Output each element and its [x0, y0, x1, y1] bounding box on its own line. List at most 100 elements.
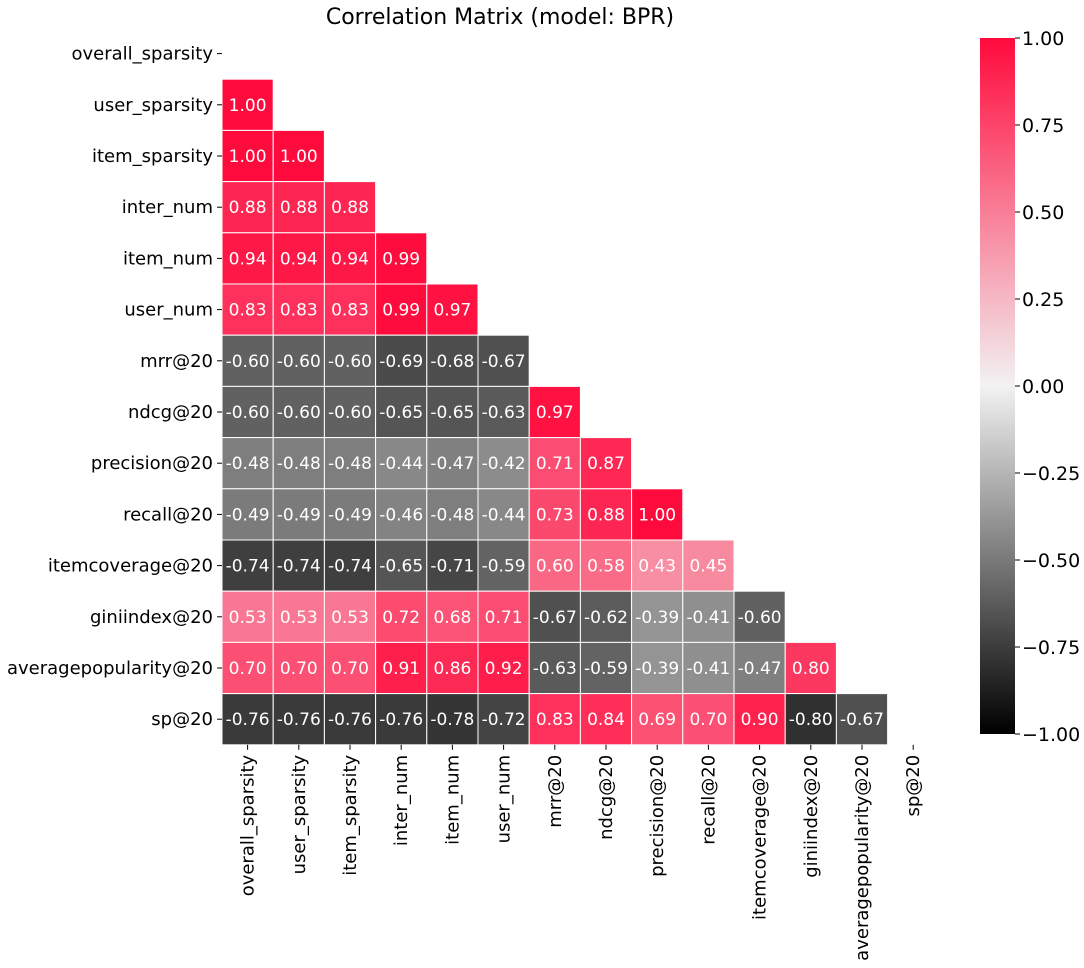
cell-value-label: 0.53 [229, 608, 267, 628]
heatmap-cell-averagepopularity-20-giniindex-20 [784, 641, 837, 695]
y-tick-label-ndcg-20: ndcg@20 [128, 402, 213, 423]
cell-value-label: 0.88 [331, 198, 369, 218]
x-axis-labels: overall_sparsity user_sparsity item_sparsi… [238, 744, 924, 961]
cell-value-label: 0.72 [382, 608, 420, 628]
cell-value-label: -0.68 [430, 352, 474, 372]
cell-value-label: -0.76 [328, 710, 372, 730]
cell-value-label: 1.00 [229, 147, 267, 167]
cell-value-label: 0.88 [280, 198, 318, 218]
heatmap-cell-averagepopularity-20-mrr-20 [528, 641, 581, 695]
cell-value-label: 0.70 [331, 659, 369, 679]
y-tick-label-user-sparsity: user_sparsity [93, 95, 213, 116]
x-tick-label-recall-20: recall@20 [698, 755, 719, 845]
heatmap-cell-averagepopularity-20-inter-num [375, 641, 428, 695]
cell-value-label: -0.48 [226, 454, 270, 474]
colorbar-tick-label: 0.75 [1022, 115, 1064, 137]
heatmap-cell-user-num-user-sparsity [272, 283, 325, 336]
heatmap-cell-averagepopularity-20-ndcg-20 [579, 641, 633, 695]
heatmap-cell-averagepopularity-20-user-num [477, 641, 530, 695]
cell-value-label: -0.41 [686, 608, 730, 628]
y-tick-label-overall-sparsity: overall_sparsity [72, 44, 214, 65]
cell-value-label: 0.80 [792, 659, 830, 679]
y-tick-label-averagepopularity-20: averagepopularity@20 [7, 658, 213, 679]
x-tick-label-precision-20: precision@20 [647, 755, 668, 877]
heatmap-cell-averagepopularity-20-recall-20 [682, 641, 735, 695]
cell-value-label: -0.44 [379, 454, 423, 474]
cell-value-label: -0.69 [379, 352, 423, 372]
cell-value-label: 1.00 [638, 505, 676, 525]
heatmap-cell-itemcoverage-20-item-sparsity [323, 539, 377, 592]
x-tick-label-itemcoverage-20: itemcoverage@20 [750, 755, 771, 920]
heatmap-cell-item-sparsity-overall-sparsity [221, 129, 274, 183]
x-tick-label-sp-20: sp@20 [903, 755, 924, 817]
x-tick-label-item-num: item_num [442, 755, 463, 845]
heatmap-cell-recall-20-item-sparsity [323, 488, 377, 541]
cell-value-label: -0.60 [277, 403, 321, 423]
y-tick-label-item-num: item_num [123, 248, 213, 269]
cell-value-label: 0.84 [587, 710, 625, 730]
cell-value-label: -0.46 [379, 505, 423, 525]
cell-value-label: -0.76 [277, 710, 321, 730]
x-tick-label-mrr-20: mrr@20 [545, 755, 566, 828]
cell-value-label: -0.60 [277, 352, 321, 372]
heatmap-cell-giniindex-20-precision-20 [631, 590, 684, 643]
y-tick-label-itemcoverage-20: itemcoverage@20 [48, 556, 213, 577]
heatmap-cell-sp-20-overall-sparsity [221, 693, 274, 746]
x-tick-label-user-sparsity: user_sparsity [289, 754, 310, 874]
cell-value-label: -0.48 [277, 454, 321, 474]
x-tick-label-inter-num: inter_num [391, 755, 412, 846]
cell-value-label: 0.83 [280, 301, 318, 321]
cell-value-label: -0.60 [328, 352, 372, 372]
cell-value-label: 0.83 [229, 301, 267, 321]
cell-value-label: -0.78 [430, 710, 474, 730]
x-tick-label-giniindex-20: giniindex@20 [801, 755, 822, 878]
heatmap-cell-ndcg-20-overall-sparsity [221, 385, 274, 439]
heatmap-cell-precision-20-ndcg-20 [579, 437, 633, 490]
cell-value-label: 0.70 [689, 710, 727, 730]
colorbar-tick-label: −0.75 [1022, 637, 1080, 659]
cell-value-label: -0.59 [584, 659, 628, 679]
colorbar-gradient [980, 38, 1015, 734]
y-tick-label-precision-20: precision@20 [91, 453, 213, 474]
cell-value-label: -0.65 [379, 557, 423, 577]
x-tick-label-ndcg-20: ndcg@20 [596, 755, 617, 840]
cell-value-label: -0.63 [533, 659, 577, 679]
heatmap-cell-sp-20-recall-20 [682, 693, 735, 746]
cell-value-label: 0.58 [587, 557, 625, 577]
cell-value-label: -0.39 [635, 659, 679, 679]
cell-value-label: -0.60 [226, 352, 270, 372]
y-tick-label-user-num: user_num [124, 300, 213, 321]
cell-value-label: -0.44 [482, 505, 526, 525]
cell-value-label: 0.69 [638, 710, 676, 730]
heatmap-cell-itemcoverage-20-recall-20 [682, 539, 735, 592]
heatmap-cell-itemcoverage-20-item-num [426, 539, 479, 592]
cell-value-label: -0.60 [226, 403, 270, 423]
heatmap-cell-mrr-20-user-sparsity [272, 334, 325, 387]
cell-value-label: 0.60 [536, 557, 574, 577]
heatmap-cell-sp-20-user-num [477, 693, 530, 746]
cell-value-label: 0.71 [536, 454, 574, 474]
cell-value-label: -0.80 [789, 710, 833, 730]
x-tick-label-averagepopularity-20: averagepopularity@20 [852, 755, 873, 961]
heatmap-cell-itemcoverage-20-overall-sparsity [221, 539, 274, 592]
heatmap-cell-ndcg-20-user-num [477, 385, 530, 439]
heatmap-cell-averagepopularity-20-precision-20 [631, 641, 684, 695]
cell-value-label: -0.39 [635, 608, 679, 628]
cell-value-label: 0.97 [536, 403, 574, 423]
heatmap-cell-recall-20-user-num [477, 488, 530, 541]
y-axis-labels: overall_sparsity user_sparsity item_sparsi… [7, 44, 222, 730]
cell-value-label: -0.76 [226, 710, 270, 730]
y-tick-label-inter-num: inter_num [122, 197, 213, 218]
colorbar-tick-label: 0.50 [1022, 202, 1064, 224]
heatmap-cell-recall-20-overall-sparsity [221, 488, 274, 541]
heatmap-cell-sp-20-mrr-20 [528, 693, 581, 746]
heatmap-cell-sp-20-item-num [426, 693, 479, 746]
cell-value-label: 0.53 [331, 608, 369, 628]
colorbar: 1.00 0.75 0.50 0.25 0.00 −0.25 −0.50 −0.75 −1.00 [980, 28, 1080, 746]
cell-value-label: -0.63 [482, 403, 526, 423]
y-tick-label-item-sparsity: item_sparsity [92, 146, 213, 167]
heatmap-cell-mrr-20-user-num [477, 334, 530, 387]
colorbar-tick-label: 0.25 [1022, 289, 1064, 311]
